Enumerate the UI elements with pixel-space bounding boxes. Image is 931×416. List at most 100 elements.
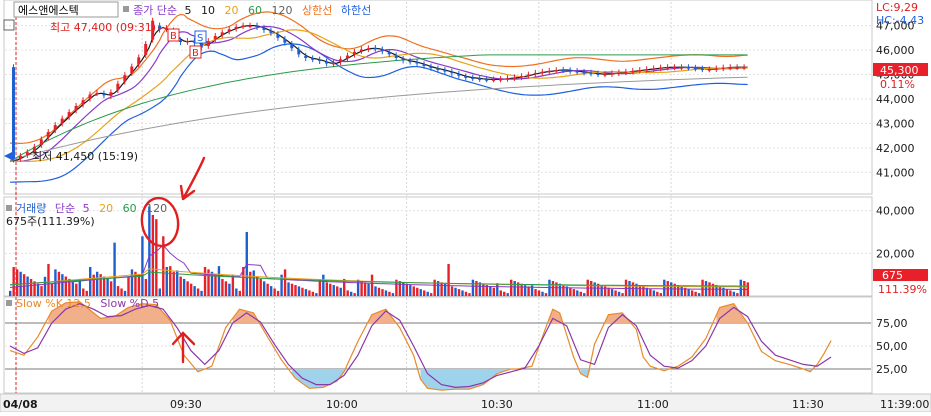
volume-bar	[475, 281, 478, 296]
candle-body	[429, 66, 433, 69]
volume-bar	[221, 278, 224, 296]
volume-bar	[141, 236, 144, 296]
volume-bar	[370, 274, 374, 296]
volume-bar	[391, 293, 395, 296]
candle-body	[81, 100, 85, 105]
volume-bar	[496, 283, 499, 296]
candle-body	[707, 69, 711, 71]
volume-bar	[151, 214, 155, 296]
volume-tick-label: 20,000	[876, 247, 915, 260]
candle-body	[74, 105, 78, 111]
volume-bar	[562, 285, 565, 296]
stock-name-box[interactable]	[13, 1, 119, 18]
candle-body	[269, 30, 273, 33]
candle-body	[276, 34, 280, 38]
candle-body	[116, 83, 120, 91]
candle-body	[471, 77, 475, 80]
volume-bar	[102, 276, 106, 296]
candle-body	[373, 47, 377, 50]
last-price-badge: 45,300	[880, 64, 919, 77]
volume-bar	[701, 279, 704, 296]
candle-body	[290, 43, 294, 49]
stoch-d-label: Slow %D 5	[100, 297, 159, 310]
volume-bar	[200, 290, 203, 296]
volume-bar	[297, 286, 301, 296]
volume-bar	[262, 281, 266, 296]
lower-limit-label: 하한선	[341, 3, 371, 17]
volume-bar	[697, 293, 701, 296]
ma20-label: 20	[224, 4, 238, 17]
buy-marker-2[interactable]	[189, 45, 202, 59]
candle-body	[575, 71, 579, 73]
volume-bar	[544, 293, 548, 296]
volume-bar	[537, 290, 541, 296]
volume-bar	[256, 276, 259, 296]
volume-bar	[384, 290, 388, 296]
volume-bar	[530, 285, 534, 296]
volume-bar	[436, 281, 440, 296]
volume-bar	[593, 282, 596, 296]
price-panel[interactable]	[3, 0, 873, 195]
sell-marker[interactable]	[194, 30, 207, 44]
volume-bar	[231, 274, 235, 296]
volume-bar	[144, 278, 148, 296]
volume-bar	[558, 283, 562, 296]
candle-body	[206, 41, 210, 46]
volume-bar	[12, 266, 15, 296]
candle-body	[102, 93, 106, 96]
volume-bar	[109, 281, 113, 296]
oversold-fill	[197, 369, 814, 391]
candle-body	[645, 69, 649, 71]
volume-bar	[15, 269, 19, 296]
candle-body	[568, 70, 572, 72]
volume-bar	[179, 276, 182, 296]
high-annotation: 최고 47,400 (09:31)	[50, 21, 156, 34]
candle-body	[436, 68, 440, 70]
volume-bar	[162, 236, 165, 296]
ma60-line	[9, 54, 748, 162]
candle-body	[714, 68, 718, 70]
vol-ma20-label: 20	[99, 202, 113, 215]
candle-body	[450, 71, 454, 74]
volume-bar	[576, 290, 579, 296]
volume-bar	[405, 283, 409, 296]
stoch-tick-label: 75,00	[876, 317, 908, 330]
ma5-label: 5	[184, 4, 191, 17]
candle-body	[46, 132, 50, 138]
volume-bar	[54, 269, 57, 296]
price-tick-label: 43,000	[876, 117, 915, 130]
candle-body	[255, 25, 259, 28]
candle-body	[638, 70, 642, 72]
candle-body	[332, 62, 336, 65]
candle-body	[464, 76, 468, 78]
volume-bar	[71, 281, 75, 296]
volume-bar	[485, 285, 489, 296]
price-legend: 종가 단순 5 10 20 60 120 상한선 하한선	[133, 3, 371, 17]
stock-name[interactable]: 에스앤에스텍	[18, 4, 79, 17]
candle-body	[631, 70, 635, 73]
volume-legend: 거래량 단순 5 20 60 120	[16, 202, 167, 215]
volume-bar	[583, 293, 586, 296]
buy-marker-1[interactable]	[167, 28, 180, 42]
volume-bar	[503, 291, 506, 296]
volume-bar	[440, 282, 443, 296]
volume-bar	[113, 242, 116, 296]
grid-toggle-icon[interactable]	[3, 19, 15, 31]
volume-bar	[471, 279, 475, 296]
volume-bar	[353, 293, 356, 296]
ma120-line	[9, 76, 748, 161]
candle-body	[165, 28, 169, 30]
candle-body	[25, 152, 29, 155]
volume-bar	[259, 278, 262, 296]
volume-bar	[165, 266, 168, 296]
volume-bar	[47, 264, 50, 296]
vol-ma5-label: 5	[83, 202, 90, 215]
volume-bar	[137, 274, 141, 296]
volume-bar	[189, 283, 193, 296]
volume-bar	[43, 276, 47, 296]
volume-bar	[148, 206, 151, 296]
volume-bar	[203, 266, 207, 296]
ma10-label: 10	[201, 4, 215, 17]
volume-bar	[308, 290, 311, 296]
